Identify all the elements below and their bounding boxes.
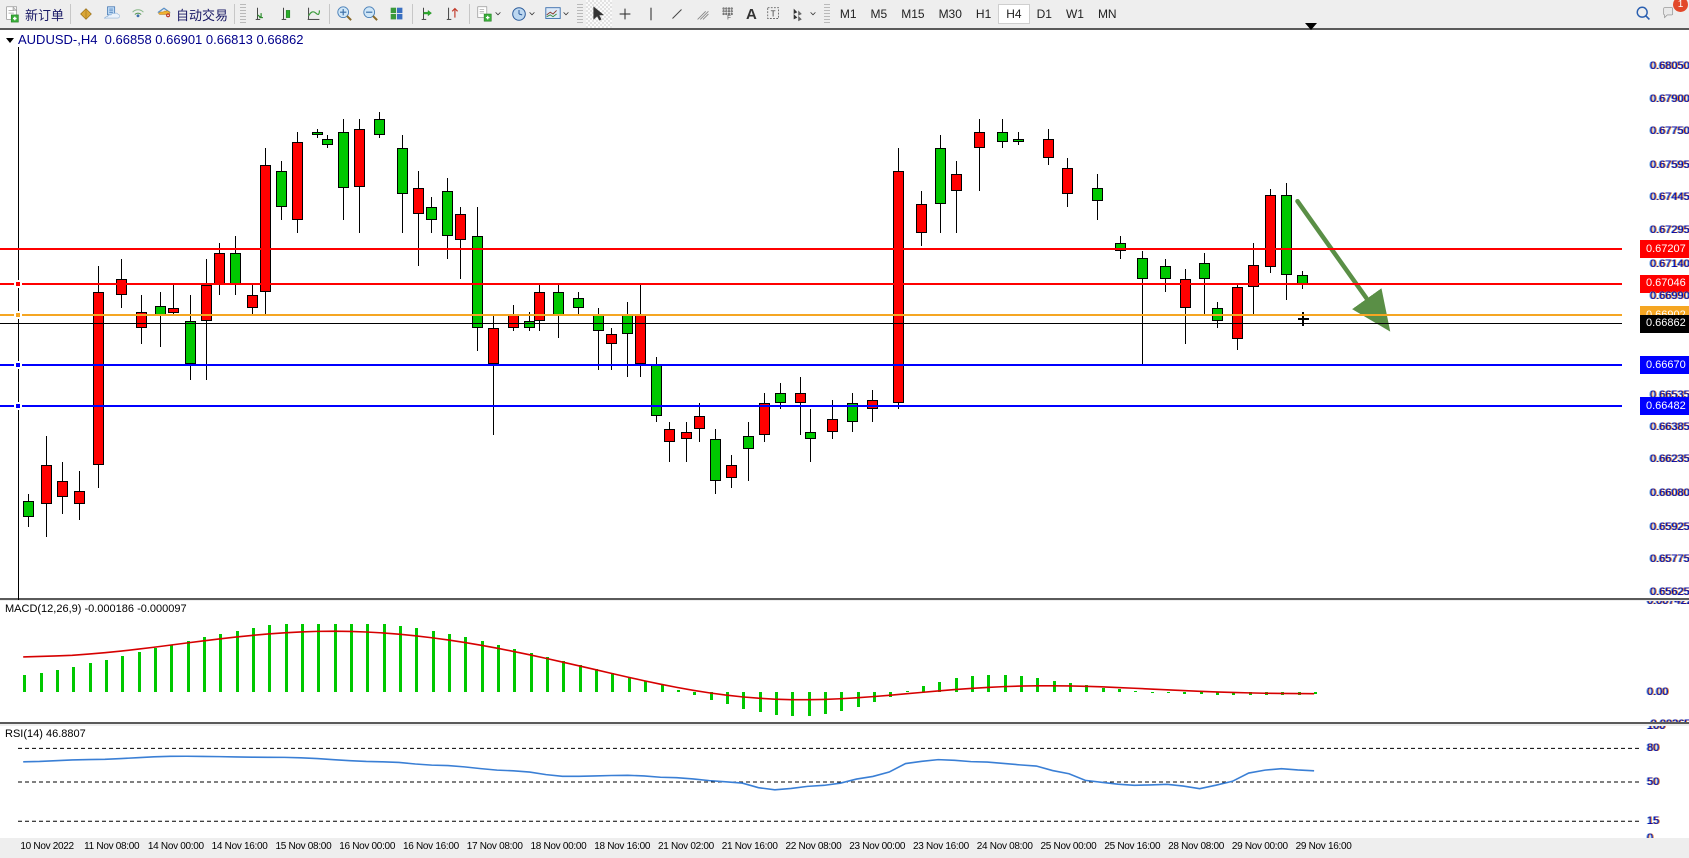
svg-text:T: T (771, 10, 776, 19)
svg-text:F: F (727, 14, 731, 21)
